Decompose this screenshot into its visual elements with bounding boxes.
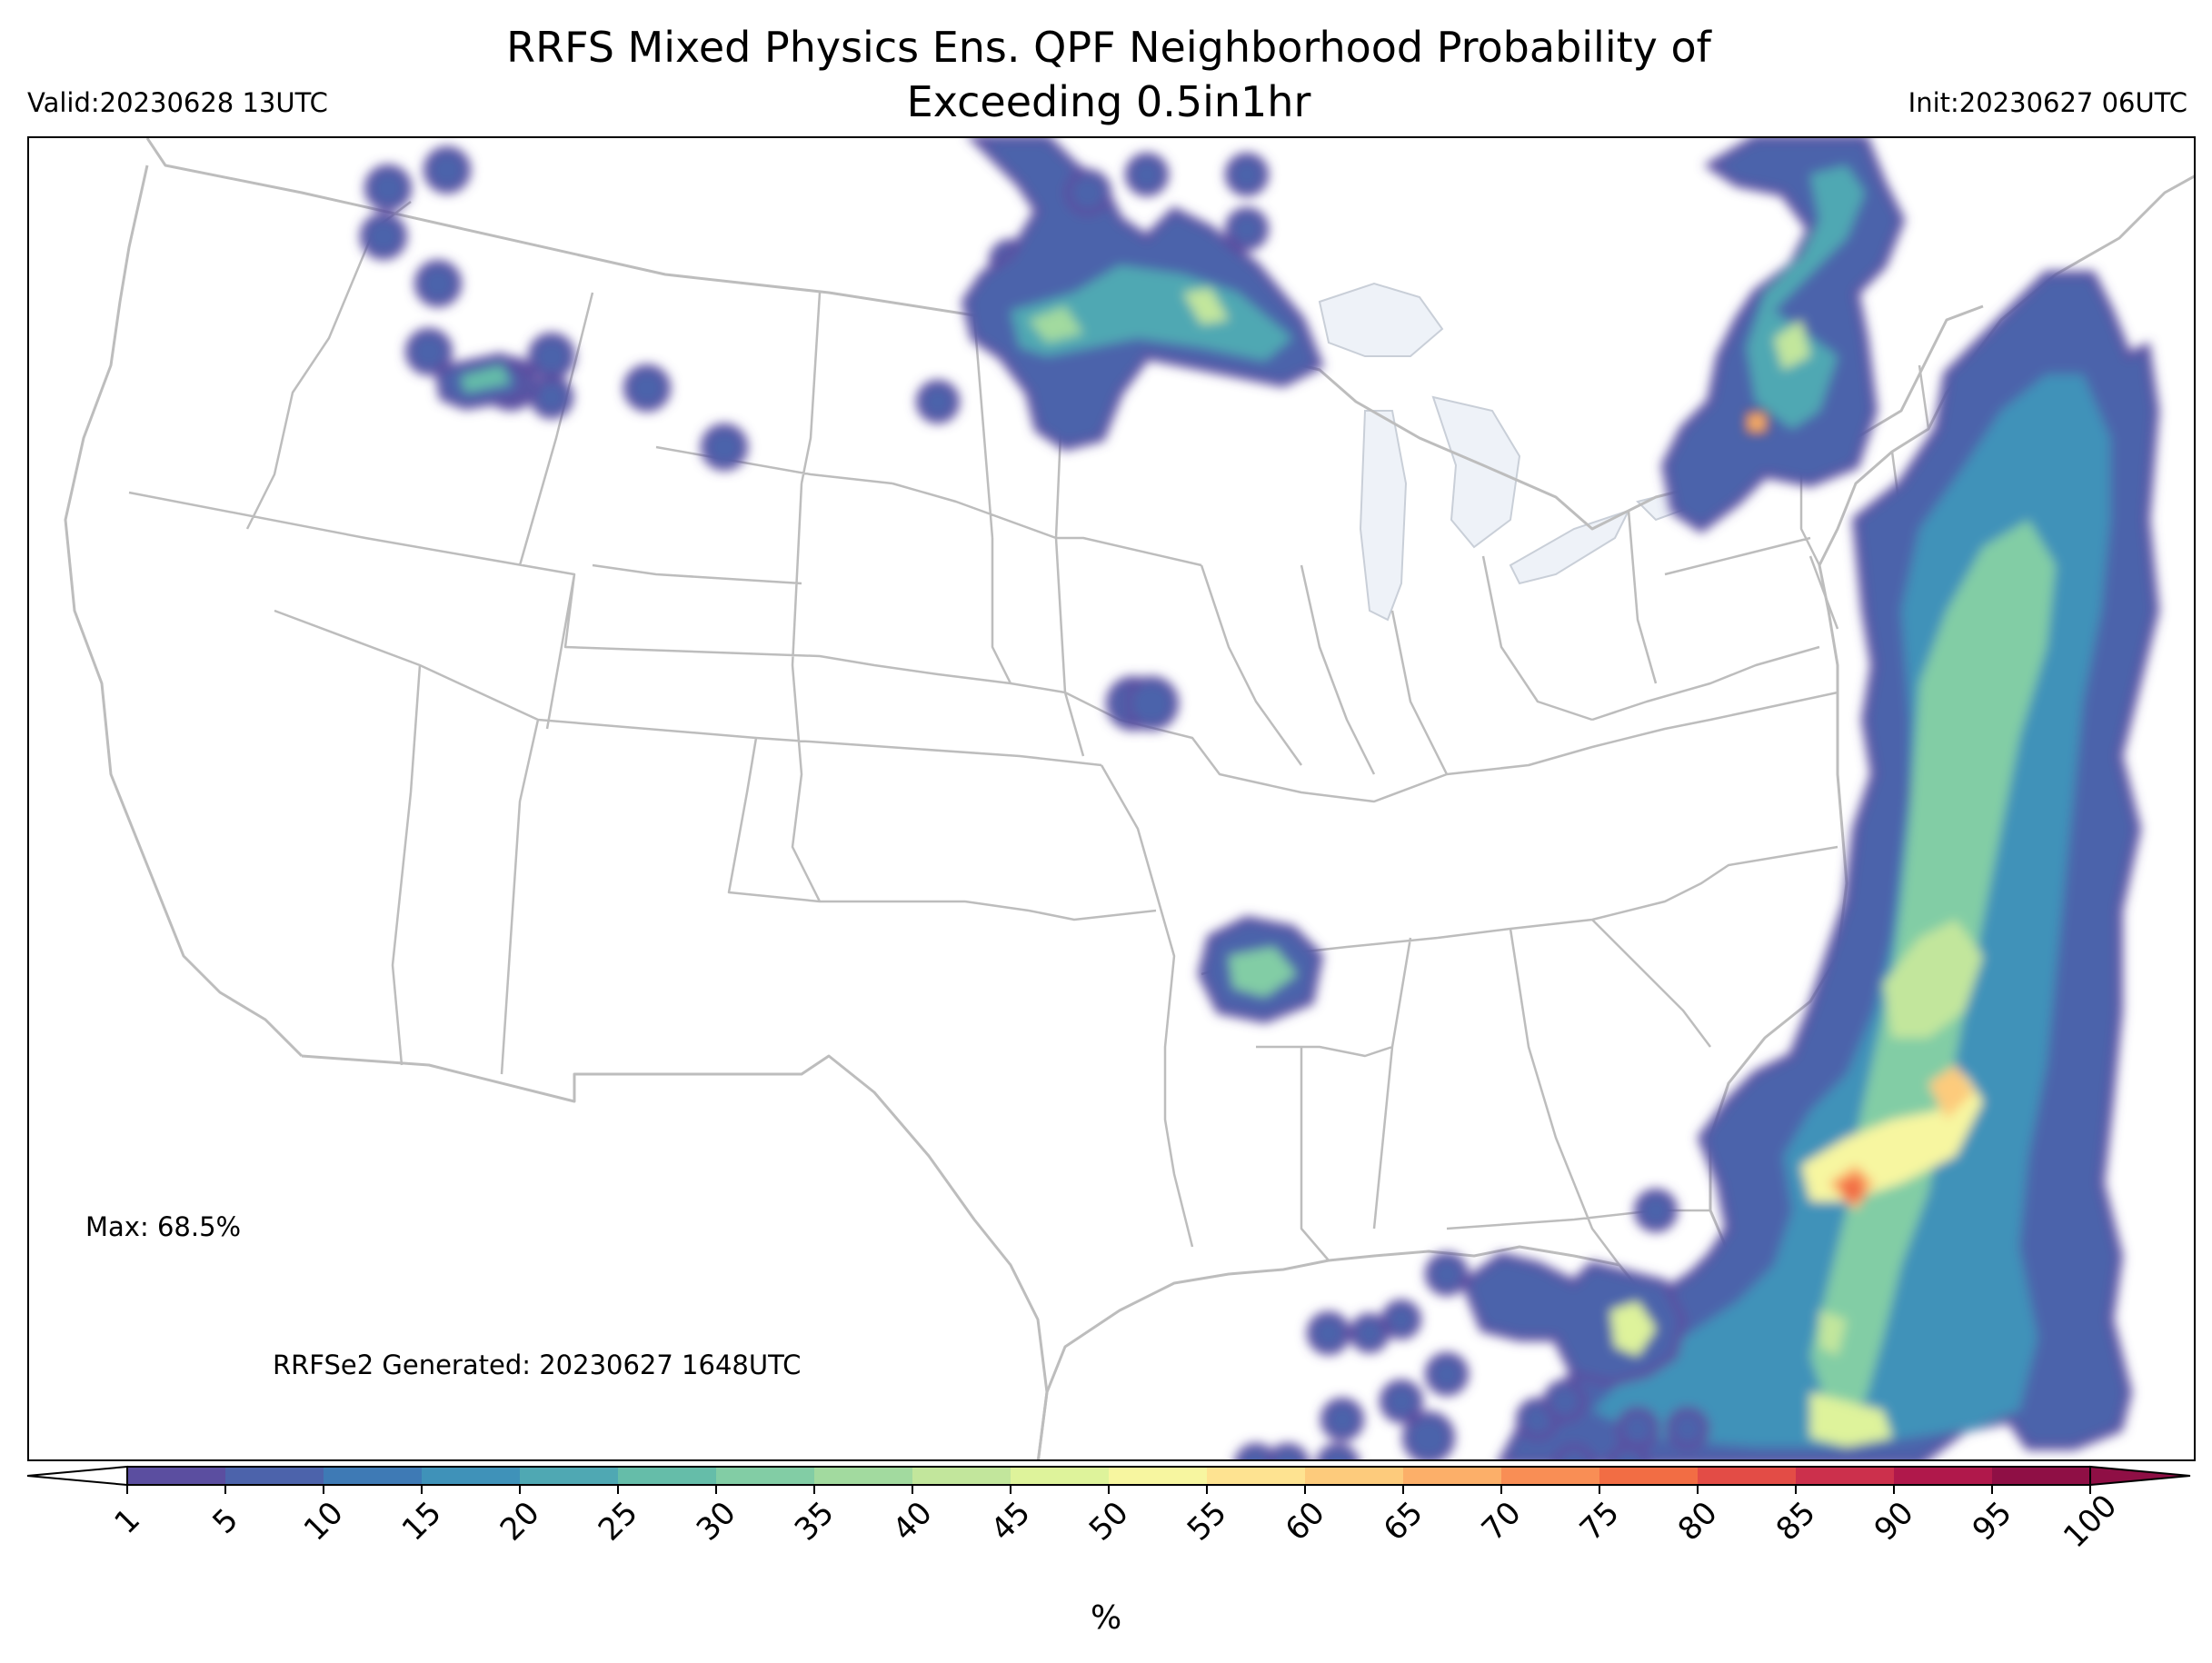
carolinas-hot [1838, 1174, 1865, 1203]
colorbar-swatch [520, 1467, 619, 1485]
gulf-cluster [1460, 1251, 1688, 1388]
nw-cells [360, 146, 1179, 731]
colorbar-tick-label: 35 [788, 1495, 842, 1548]
colorbar-tick-label: 25 [592, 1495, 645, 1548]
colorbar-tick-label: 10 [297, 1495, 351, 1548]
colorbar-tick-label: 55 [1181, 1495, 1234, 1548]
colorbar-swatch [1011, 1467, 1110, 1485]
colorbar-tick-label: 90 [1868, 1495, 1921, 1548]
colorbar-swatch [1403, 1467, 1502, 1485]
state-lines [128, 201, 1930, 1266]
mexico-border [301, 1054, 1049, 1459]
plains-north-cell-4 [1225, 207, 1269, 251]
colorbar-swatch [912, 1467, 1011, 1485]
plains-core-3 [1183, 288, 1229, 324]
colorbar-tick-label: 45 [984, 1495, 1038, 1548]
colorbar-tick-label: 65 [1377, 1495, 1430, 1548]
colorbar-swatch [814, 1467, 913, 1485]
pacific-coast [64, 164, 304, 1058]
colorbar-extend-high [2089, 1465, 2191, 1487]
colorbar-extend-low [26, 1465, 128, 1487]
colorbar-tick-label: 5 [205, 1501, 245, 1541]
map-canvas [64, 138, 2194, 1459]
carolinas-lobe [1928, 1065, 1974, 1120]
colorbar-swatch [1698, 1467, 1797, 1485]
colorbar-swatches [127, 1467, 2091, 1485]
colorbar-tick-label: 30 [690, 1495, 743, 1548]
colorbar-swatch [1599, 1467, 1699, 1485]
generated-time-label: RRFSe2 Generated: 20230627 1648UTC [273, 1349, 802, 1380]
max-probability-label: Max: 68.5% [85, 1211, 242, 1242]
plains-north-cell-1 [1064, 169, 1111, 216]
chart-title: RRFS Mixed Physics Ens. QPF Neighborhood… [354, 20, 1863, 129]
colorbar-ticks: 1 5 10 15 20 25 30 35 40 45 50 55 60 65 70 75 80 85 90 95 10… [107, 1485, 2124, 1555]
lake-huron [1431, 395, 1521, 549]
gulf-core [1610, 1301, 1656, 1356]
colorbar-swatch [225, 1467, 324, 1485]
lake-superior [1318, 282, 1444, 357]
colorbar-tick-label: 15 [395, 1495, 449, 1548]
colorbar-tick-label: 70 [1475, 1495, 1529, 1548]
colorbar-swatch [1501, 1467, 1600, 1485]
colorbar-tick-label: 50 [1082, 1495, 1136, 1548]
atlantic-core-3 [1883, 920, 1983, 1038]
maximum-location-marker [1745, 411, 1769, 434]
colorbar-swatch [618, 1467, 717, 1485]
colorbar-tick-label: 100 [2057, 1488, 2124, 1555]
plains-core-2 [1029, 306, 1083, 343]
carolinas-core [1801, 1074, 1983, 1201]
map-panel [27, 136, 2196, 1461]
colorbar-swatch [1109, 1467, 1208, 1485]
valid-time-label: Valid:20230628 13UTC [27, 87, 328, 118]
colorbar-swatch [127, 1467, 226, 1485]
colorbar-tick-label: 80 [1671, 1495, 1725, 1548]
lake-michigan [1359, 410, 1408, 622]
lake-erie [1509, 509, 1630, 585]
plains-core-1 [1011, 265, 1292, 361]
colorbar: 1 5 10 15 20 25 30 35 40 45 50 55 60 65 70 75 80 85 90 95 10… [26, 1465, 2191, 1555]
northeast-core-1 [1747, 165, 1865, 429]
colorbar-swatch [1894, 1467, 1993, 1485]
florida-lobe [1819, 1310, 1847, 1356]
probability-field [360, 138, 2160, 1459]
colorbar-swatch [1207, 1467, 1306, 1485]
init-time-label: Init:20230627 06UTC [1908, 87, 2187, 118]
colorbar-tick-label: 60 [1279, 1495, 1332, 1548]
colorbar-swatch [1305, 1467, 1404, 1485]
colorbar-swatch [422, 1467, 521, 1485]
northeast-core-2 [1774, 320, 1810, 370]
colorbar-swatch [324, 1467, 423, 1485]
plains-north-cell-3 [1225, 153, 1269, 196]
title-line-1: RRFS Mixed Physics Ens. QPF Neighborhood… [506, 23, 1711, 72]
title-line-2: Exceeding 0.5in1hr [906, 77, 1311, 126]
gulf-small-cells [1234, 1189, 1709, 1459]
colorbar-unit-label: % [1091, 1599, 1122, 1637]
colorbar-swatch [1992, 1467, 2091, 1485]
colorbar-tick-label: 40 [886, 1495, 940, 1548]
colorbar-tick-label: 85 [1769, 1495, 1823, 1548]
plains-north-cell-2 [1125, 153, 1169, 196]
colorbar-tick-label: 95 [1966, 1495, 2019, 1548]
colorbar-tick-label: 1 [107, 1501, 147, 1541]
colorbar-swatch [716, 1467, 815, 1485]
florida-core [1810, 1392, 1892, 1447]
colorbar-tick-label: 75 [1573, 1495, 1627, 1548]
colorbar-swatch [1796, 1467, 1895, 1485]
nw-cluster-core [461, 365, 511, 393]
ozarks-core [1229, 947, 1297, 997]
great-lakes [1318, 282, 1708, 622]
map-boundaries [64, 138, 2194, 1459]
colorbar-tick-label: 20 [493, 1495, 547, 1548]
